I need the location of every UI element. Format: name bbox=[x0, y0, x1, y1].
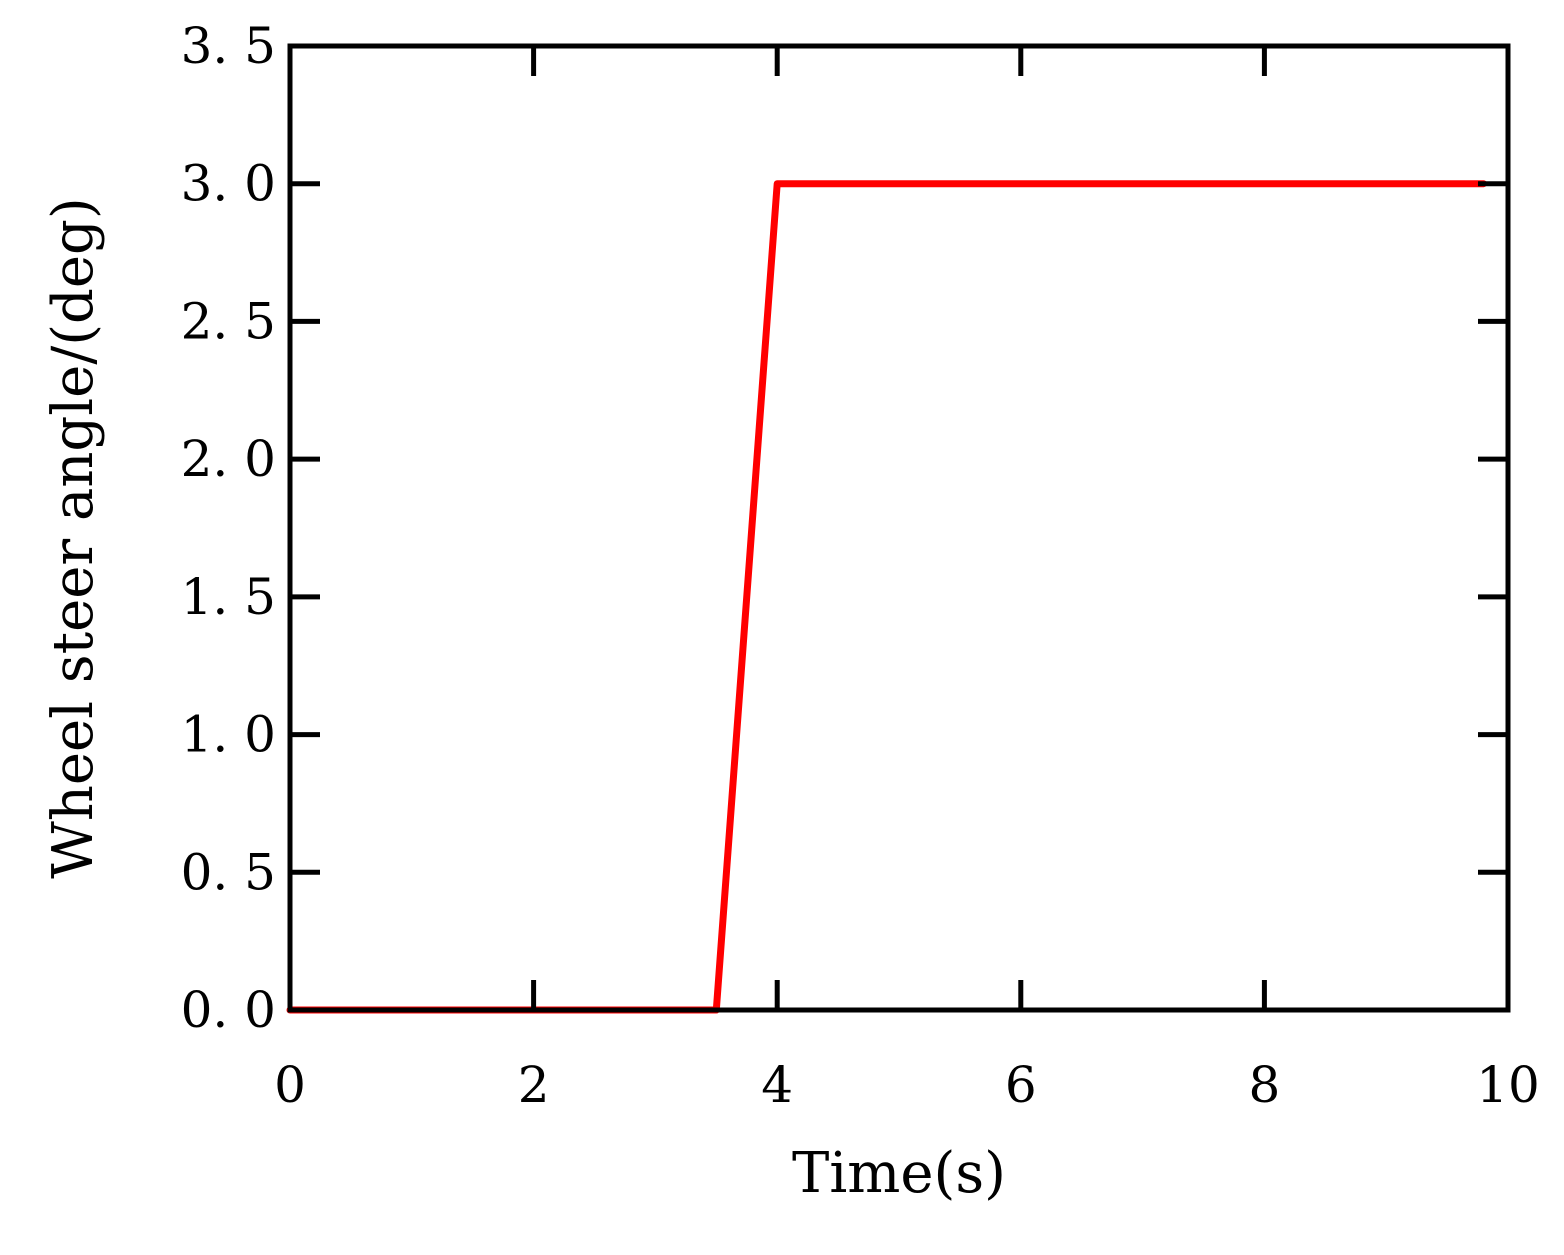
x-tick-label: 6 bbox=[1005, 1056, 1037, 1114]
y-axis-title: Wheel steer angle/(deg) bbox=[41, 197, 106, 878]
plot-frame bbox=[287, 43, 1511, 1013]
x-tick-label: 2 bbox=[518, 1056, 550, 1114]
ticks-layer bbox=[290, 46, 1508, 1010]
y-tick-label: 1. 0 bbox=[181, 706, 276, 764]
x-tick-label: 0 bbox=[274, 1056, 306, 1114]
x-axis-title: Time(s) bbox=[792, 1141, 1006, 1206]
y-tick-label: 0. 5 bbox=[181, 843, 276, 901]
x-tick-label: 8 bbox=[1248, 1056, 1280, 1114]
x-tick-label: 4 bbox=[761, 1056, 793, 1114]
y-tick-label: 1. 5 bbox=[181, 568, 276, 626]
y-tick-label: 3. 0 bbox=[181, 155, 276, 213]
y-tick-label: 3. 5 bbox=[181, 17, 276, 75]
tick-labels: 0 2 4 6 8 10 0. 0 0. 5 1. 0 1. 5 2. 0 2. 5 3. 0 3. 5 bbox=[181, 17, 1540, 1114]
y-tick-label: 2. 5 bbox=[181, 292, 276, 350]
y-tick-label: 2. 0 bbox=[181, 430, 276, 488]
y-tick-label: 0. 0 bbox=[181, 981, 276, 1039]
x-tick-label: 10 bbox=[1476, 1056, 1540, 1114]
